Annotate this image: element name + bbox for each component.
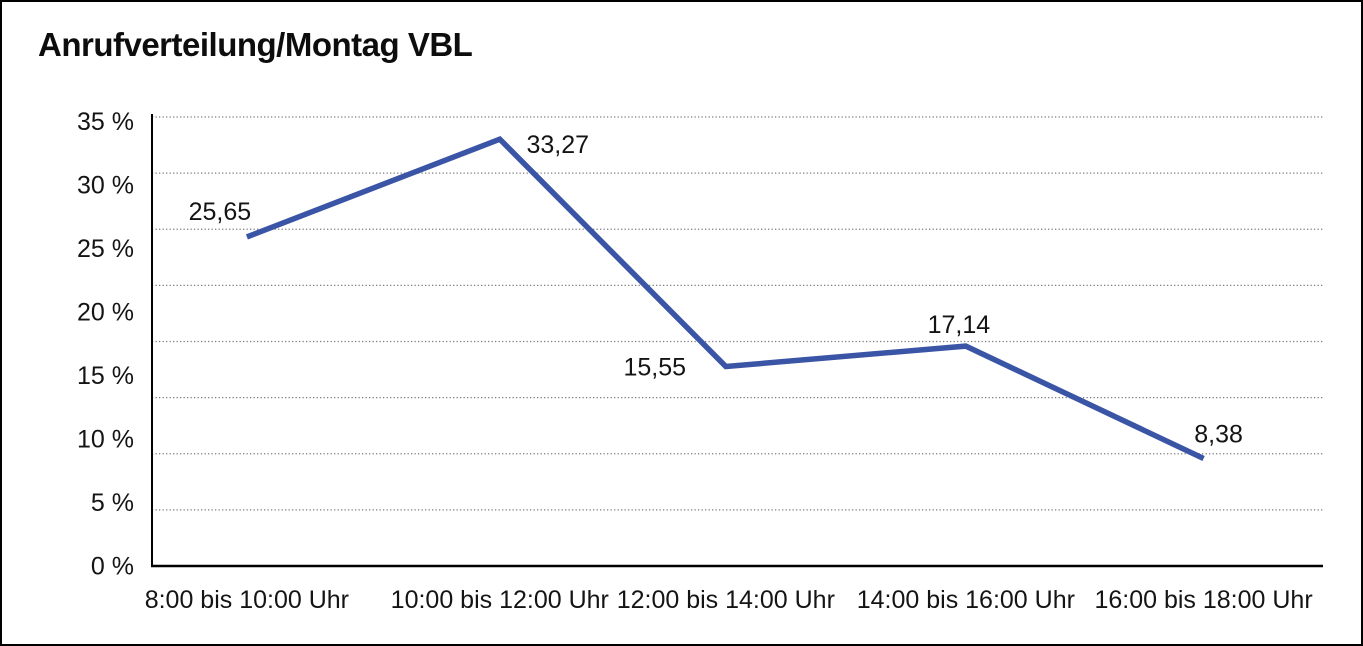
value-label: 17,14 <box>928 311 991 339</box>
value-label: 33,27 <box>527 131 590 159</box>
value-label: 25,65 <box>189 198 252 226</box>
chart-title: Anrufverteilung/Montag VBL <box>38 26 473 63</box>
y-tick-label: 5 % <box>91 489 134 517</box>
y-tick-label: 0 % <box>91 553 134 581</box>
x-tick-label: 8:00 bis 10:00 Uhr <box>145 586 349 614</box>
y-tick-label: 20 % <box>77 299 134 327</box>
y-tick-label: 25 % <box>77 235 134 263</box>
y-tick-label: 10 % <box>77 426 134 454</box>
y-tick-label: 15 % <box>77 362 134 390</box>
x-tick-label: 10:00 bis 12:00 Uhr <box>391 586 609 614</box>
x-tick-label: 16:00 bis 18:00 Uhr <box>1094 586 1312 614</box>
data-line <box>245 135 1205 461</box>
x-tick-label: 14:00 bis 16:00 Uhr <box>857 586 1075 614</box>
value-label: 8,38 <box>1194 420 1243 448</box>
value-label: 15,55 <box>624 354 687 382</box>
y-tick-label: 35 % <box>77 108 134 136</box>
y-tick-label: 30 % <box>77 172 134 200</box>
x-tick-label: 12:00 bis 14:00 Uhr <box>617 586 835 614</box>
